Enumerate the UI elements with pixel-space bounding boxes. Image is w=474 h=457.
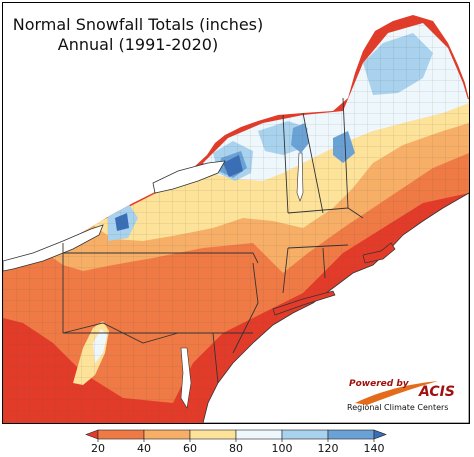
snowfall-map xyxy=(3,15,469,423)
ny-ct-border xyxy=(282,247,289,294)
legend-bin xyxy=(235,429,283,440)
ma-north-border xyxy=(287,207,364,219)
map-subtitle: Annual (1991-2020) xyxy=(57,35,219,54)
legend-tick-label: 140 xyxy=(364,442,385,454)
acis-swoosh-icon xyxy=(355,381,438,405)
acis-name: ACIS xyxy=(418,384,455,400)
legend-tick-label: 80 xyxy=(229,442,243,454)
acis-org: Regional Climate Centers xyxy=(347,403,448,412)
ct-ri-border xyxy=(322,247,326,279)
legend-over-arrow xyxy=(373,429,387,440)
lake-ontario xyxy=(152,160,226,194)
legend-tick-label: 100 xyxy=(272,442,293,454)
ny-vt-border xyxy=(282,114,289,214)
map-title: Normal Snowfall Totals (inches) xyxy=(12,15,264,34)
nj-border xyxy=(232,262,259,354)
long-island xyxy=(272,290,336,316)
lake-champlain xyxy=(296,152,304,202)
vt-nh-border xyxy=(302,112,324,214)
legend-tick-label: 40 xyxy=(137,442,151,454)
legend-bin xyxy=(143,429,191,440)
chesapeake-bay xyxy=(180,347,192,409)
legend-tick-label: 120 xyxy=(318,442,339,454)
legend-ticks: 20 40 60 80 100 120 140 xyxy=(91,439,385,454)
powered-by-text: Powered by xyxy=(349,379,410,389)
legend-bin xyxy=(281,429,329,440)
acis-logo: Powered by ACIS Regional Climate Centers xyxy=(347,379,455,412)
legend-bin xyxy=(327,429,375,440)
legend-bin xyxy=(189,429,237,440)
colorbar-legend: 20 40 60 80 100 120 140 xyxy=(85,429,387,454)
state-boundaries xyxy=(62,97,364,384)
atlantic-ocean xyxy=(202,192,469,423)
map-frame: Normal Snowfall Totals (inches) Annual (… xyxy=(2,2,470,424)
legend-bins xyxy=(85,429,387,440)
ny-pa-border xyxy=(62,243,259,264)
legend-tick-label: 20 xyxy=(91,442,105,454)
cape-cod xyxy=(362,242,396,264)
md-wv-border xyxy=(62,322,179,344)
de-border xyxy=(212,332,219,384)
lake-erie xyxy=(3,224,104,272)
legend-tick-label: 60 xyxy=(183,442,197,454)
legend-bin xyxy=(97,429,145,440)
ma-south-border xyxy=(287,244,349,249)
legend-under-arrow xyxy=(85,429,99,440)
nh-me-border xyxy=(342,97,349,209)
